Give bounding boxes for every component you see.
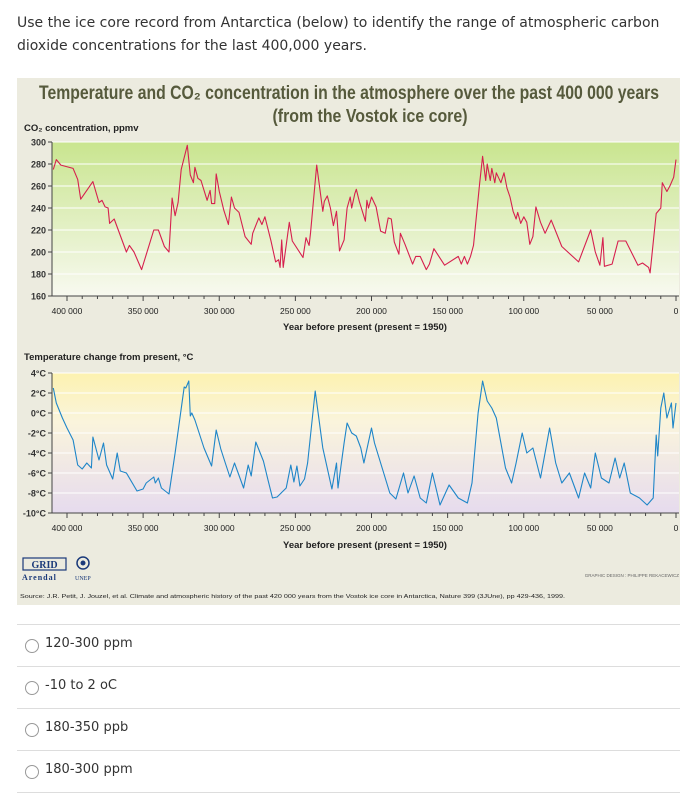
co2-xtick-label: 0 — [674, 306, 679, 316]
temp-ytick-label: 2°C — [31, 389, 47, 399]
co2-y-axis-label: CO₂ concentration, ppmv — [24, 123, 139, 134]
option-2[interactable]: -10 to 2 oC — [17, 666, 680, 709]
co2-xtick-label: 200 000 — [356, 306, 387, 316]
temp-xtick-label: 250 000 — [280, 523, 311, 533]
co2-xtick-label: 150 000 — [432, 306, 463, 316]
source-citation: Source: J.R. Petit, J. Jouzel, et al. Cl… — [20, 594, 566, 600]
temp-xtick-label: 350 000 — [128, 523, 159, 533]
radio-button[interactable] — [25, 681, 39, 695]
co2-ytick-label: 160 — [31, 292, 46, 302]
temp-ytick-label: 0°C — [31, 409, 47, 419]
grid-arendal-logo: GRID Arendal UNEP — [22, 556, 91, 582]
co2-series-line — [52, 144, 677, 274]
option-label: 180-350 ppb — [45, 720, 129, 735]
figure-subtitle: (from the Vostok ice core) — [273, 106, 468, 126]
co2-x-axis-label: Year before present (present = 1950) — [283, 322, 447, 333]
co2-xtick-label: 250 000 — [280, 306, 311, 316]
temp-xtick-label: 300 000 — [204, 523, 235, 533]
temp-y-axis-label: Temperature change from present, °C — [24, 352, 194, 363]
svg-text:UNEP: UNEP — [75, 576, 91, 582]
temp-ytick-label: -8°C — [28, 489, 47, 499]
temp-x-axis-label: Year before present (present = 1950) — [283, 540, 447, 551]
option-3[interactable]: 180-350 ppb — [17, 708, 680, 751]
co2-ytick-label: 260 — [31, 182, 46, 192]
option-label: 120-300 ppm — [45, 636, 133, 651]
temp-plot-area — [52, 373, 679, 513]
co2-xtick-label: 100 000 — [508, 306, 539, 316]
co2-ytick-label: 280 — [31, 160, 46, 170]
co2-xtick-label: 50 000 — [587, 306, 613, 316]
temp-series-line — [52, 380, 677, 506]
svg-text:Arendal: Arendal — [22, 573, 57, 582]
temp-ytick-label: -4°C — [28, 449, 47, 459]
temp-xtick-label: 150 000 — [432, 523, 463, 533]
co2-xtick-label: 350 000 — [128, 306, 159, 316]
co2-ytick-label: 240 — [31, 204, 46, 214]
radio-button[interactable] — [25, 723, 39, 737]
temp-ytick-label: -2°C — [28, 429, 47, 439]
radio-button[interactable] — [25, 639, 39, 653]
svg-text:GRID: GRID — [31, 560, 57, 571]
temp-ytick-label: 4°C — [31, 369, 47, 379]
co2-xtick-label: 300 000 — [204, 306, 235, 316]
vostok-chart: Temperature and CO₂ concentration in the… — [20, 83, 680, 600]
temp-ytick-label: -10°C — [23, 509, 47, 519]
option-label: 180-300 ppm — [45, 762, 133, 777]
co2-ytick-label: 220 — [31, 226, 46, 236]
option-1[interactable]: 120-300 ppm — [17, 624, 680, 667]
co2-xtick-label: 400 000 — [52, 306, 83, 316]
co2-ytick-label: 200 — [31, 248, 46, 258]
option-4[interactable]: 180-300 ppm — [17, 750, 680, 793]
co2-ytick-label: 300 — [31, 138, 46, 148]
option-label: -10 to 2 oC — [45, 678, 117, 693]
question-text: Use the ice core record from Antarctica … — [17, 15, 660, 54]
temp-xtick-label: 200 000 — [356, 523, 387, 533]
co2-ytick-label: 180 — [31, 270, 46, 280]
temp-xtick-label: 50 000 — [587, 523, 613, 533]
temp-xtick-label: 100 000 — [508, 523, 539, 533]
radio-button[interactable] — [25, 765, 39, 779]
figure-title: Temperature and CO₂ concentration in the… — [39, 83, 659, 104]
temp-ytick-label: -6°C — [28, 469, 47, 479]
temp-xtick-label: 0 — [674, 523, 679, 533]
temp-xtick-label: 400 000 — [52, 523, 83, 533]
design-credit: GRAPHIC DESIGN : PHILIPPE REKACEWICZ — [585, 573, 680, 578]
